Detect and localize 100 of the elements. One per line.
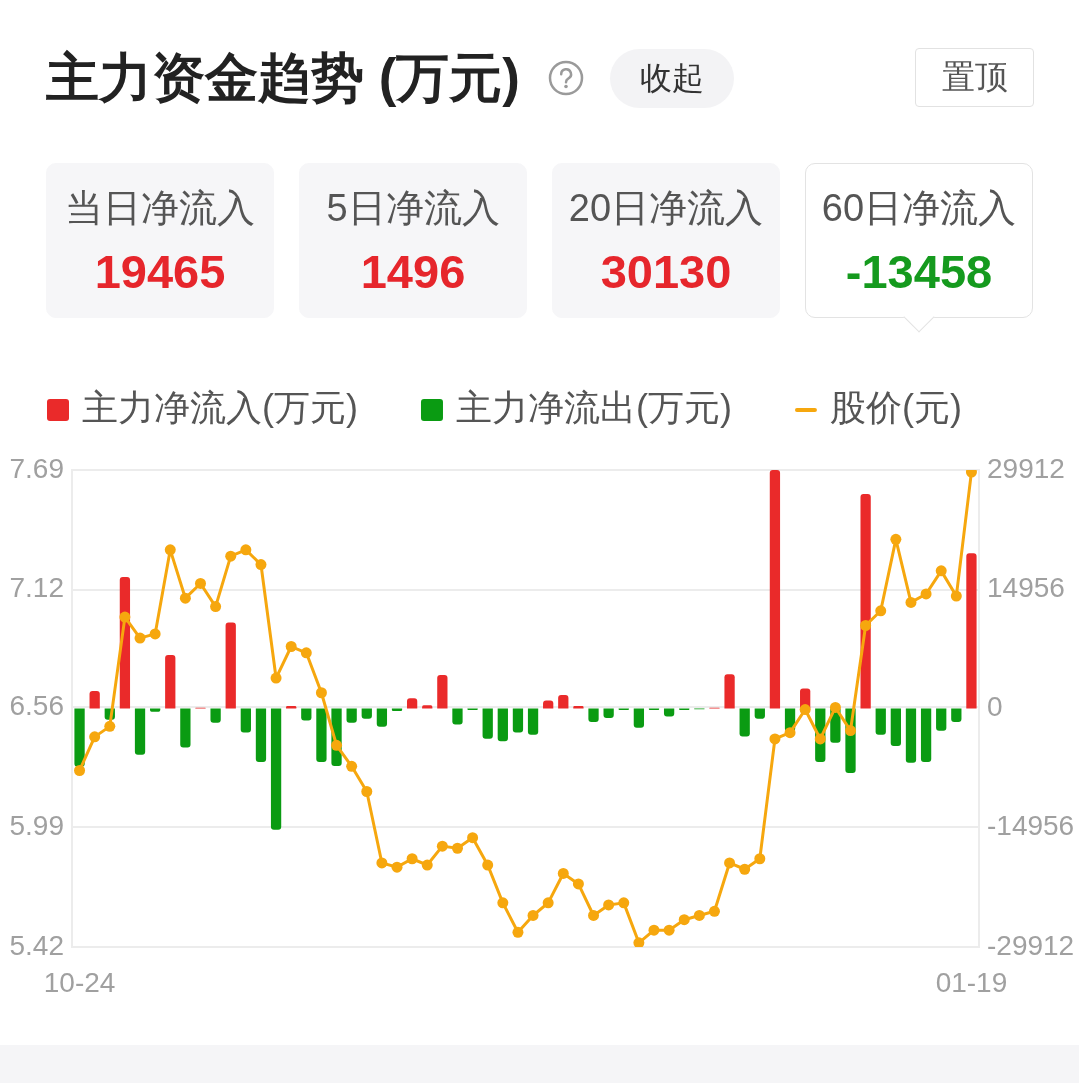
bar [301, 708, 312, 721]
bar [724, 674, 735, 709]
point [210, 601, 222, 613]
point [179, 592, 191, 604]
point [149, 628, 161, 640]
bar [739, 708, 750, 737]
bar [527, 708, 539, 735]
point [74, 764, 86, 776]
point [950, 590, 962, 602]
bar [240, 708, 251, 733]
bar [512, 708, 524, 733]
point [436, 840, 448, 852]
point [270, 672, 282, 684]
point [890, 533, 902, 545]
x-tick-label: 01-19 [935, 966, 1008, 998]
point [920, 588, 932, 600]
bar [270, 708, 282, 830]
point [315, 687, 327, 699]
category-label: 20日净流入 [567, 186, 765, 231]
point [935, 565, 947, 577]
data-label: 19465 [93, 245, 227, 299]
point [512, 926, 524, 938]
category-label: 5日净流入 [325, 186, 501, 231]
point [119, 611, 131, 623]
data-label: -13458 [844, 245, 994, 299]
point [194, 577, 206, 589]
point [693, 909, 705, 921]
point [300, 647, 312, 659]
bar [437, 675, 448, 709]
y-tick-label: 5.99 [9, 809, 64, 841]
point [678, 914, 690, 926]
bar [966, 553, 977, 709]
legend-label: 主力净流入(万元) [82, 386, 358, 428]
point [467, 832, 479, 844]
point [784, 727, 796, 739]
bar [890, 708, 901, 746]
bar [346, 708, 357, 723]
point [588, 909, 600, 921]
bar [180, 708, 191, 748]
legend-label: 主力净流出(万元) [455, 386, 732, 428]
point [240, 544, 252, 556]
data-label: 30130 [599, 245, 733, 299]
point [527, 909, 539, 921]
bar [875, 708, 886, 735]
bar [255, 708, 267, 762]
point [255, 559, 267, 571]
y2-tick-label: 0 [987, 691, 1003, 723]
bar [497, 708, 508, 742]
point [799, 704, 811, 716]
point [814, 733, 826, 745]
x-tick-label: 10-24 [43, 966, 116, 998]
bar [920, 708, 932, 762]
point [845, 725, 857, 737]
point [708, 905, 720, 917]
bar [936, 708, 947, 731]
point [663, 924, 675, 936]
point [754, 853, 766, 865]
bar [316, 708, 327, 762]
point [331, 739, 343, 751]
point [769, 733, 781, 745]
bar [376, 708, 388, 727]
text: 主力资金趋势 (万元) [46, 47, 521, 109]
point [421, 859, 433, 871]
y2-tick-label: 14956 [987, 571, 1065, 603]
point [406, 853, 418, 865]
point [134, 632, 146, 644]
bar [482, 708, 493, 739]
point [905, 596, 917, 608]
bar [754, 708, 765, 719]
bar [134, 708, 146, 755]
y-tick-label: 7.12 [9, 572, 64, 604]
button[interactable]: 收起 [610, 48, 735, 108]
y-tick-label: 7.69 [9, 452, 64, 484]
bar [165, 655, 176, 709]
bar [588, 708, 599, 723]
y-tick-label: 5.42 [9, 929, 64, 961]
point [618, 897, 630, 909]
bar [558, 694, 569, 709]
point [724, 857, 736, 869]
point [285, 641, 297, 653]
point [89, 731, 101, 743]
bar [210, 708, 221, 723]
data-label: 1496 [359, 245, 467, 299]
y2-tick-label: 29912 [987, 452, 1065, 484]
point [633, 937, 645, 947]
point [164, 544, 176, 556]
point [542, 897, 554, 909]
point [860, 620, 872, 631]
bar [361, 708, 372, 719]
point [391, 861, 403, 873]
point [497, 897, 509, 909]
point [829, 701, 841, 713]
y2-tick-label: -14956 [987, 810, 1075, 842]
button[interactable]: 置顶 [915, 48, 1034, 107]
point [104, 720, 116, 732]
bar [74, 708, 85, 767]
point [361, 786, 373, 797]
y2-tick-label: -29912 [987, 929, 1075, 961]
point [482, 859, 494, 871]
point [376, 857, 388, 869]
